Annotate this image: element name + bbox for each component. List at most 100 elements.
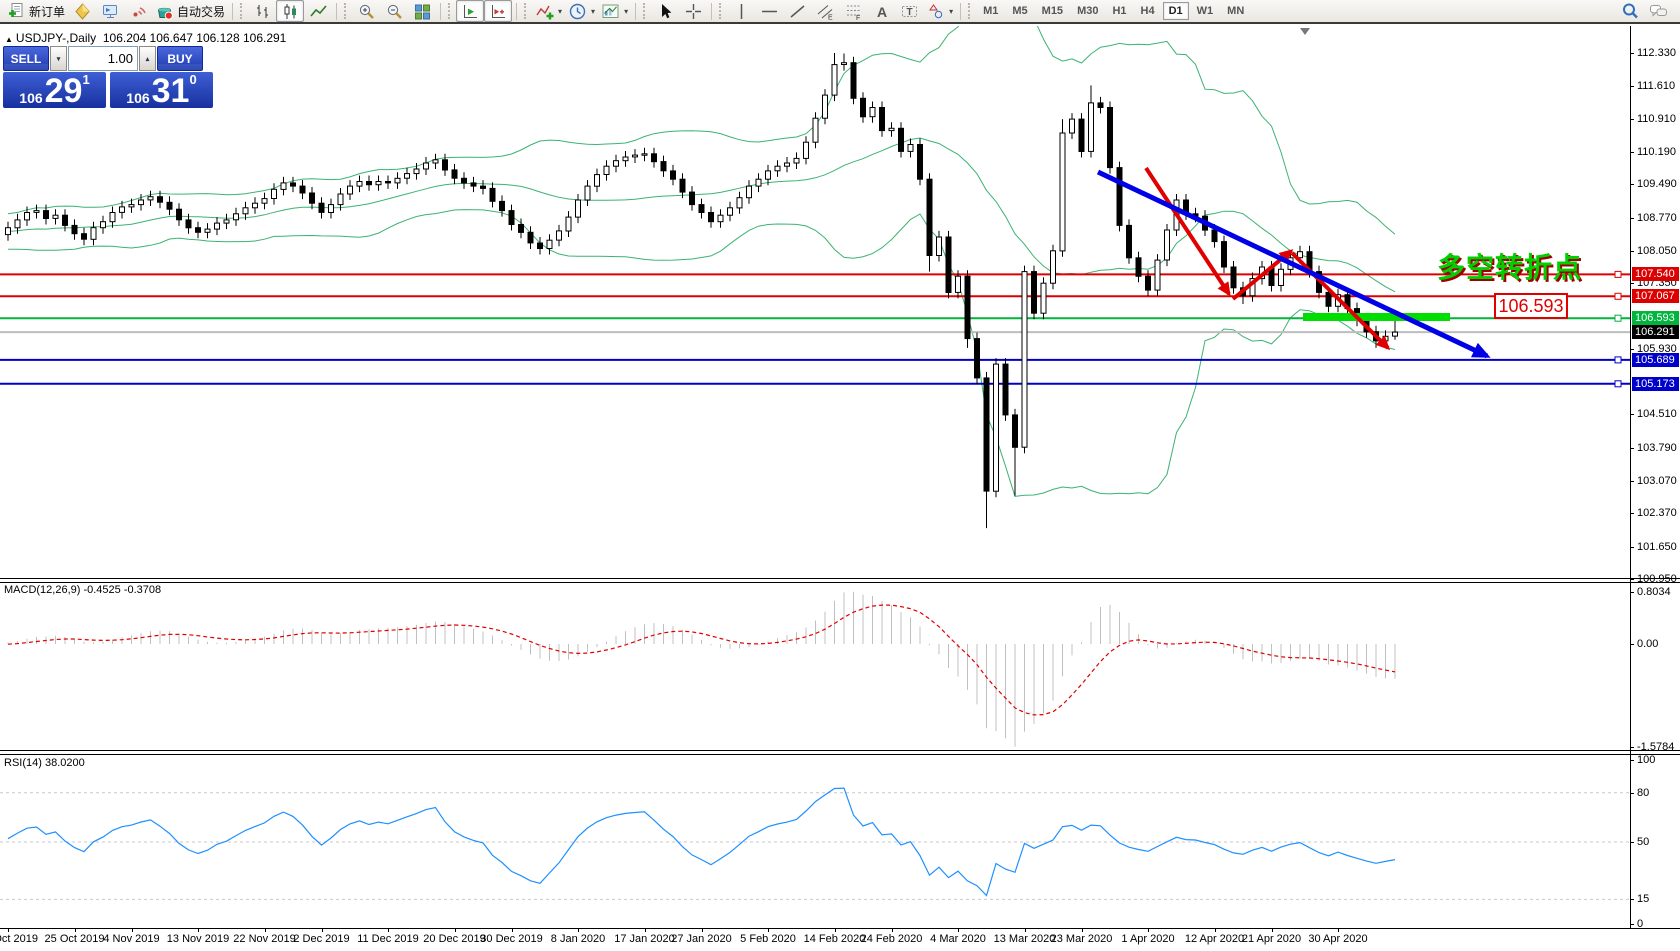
- symbol-period-label: USDJPY-,Daily: [15, 31, 97, 45]
- date-tick: [321, 929, 323, 932]
- chart-marker-icon: ▲: [5, 35, 13, 44]
- terminal-button[interactable]: [96, 0, 124, 22]
- fibonacci-button[interactable]: F: [839, 0, 867, 22]
- dropdown-caret-icon[interactable]: ▾: [558, 6, 563, 16]
- cursor-button[interactable]: [651, 0, 679, 22]
- buy-price-main: 31: [151, 72, 190, 110]
- date-label: 17 Jan 2020: [614, 933, 675, 945]
- signals-icon: [129, 2, 148, 21]
- sell-button[interactable]: SELL: [3, 46, 49, 71]
- toolbar-separator: [635, 2, 637, 20]
- search-button[interactable]: [1616, 0, 1644, 22]
- chat-button[interactable]: [1644, 0, 1672, 22]
- date-tick: [1214, 929, 1216, 932]
- periods-button[interactable]: ▾: [565, 0, 598, 22]
- volume-decrease-button[interactable]: ▾: [50, 46, 67, 71]
- crosshair-button[interactable]: [679, 0, 707, 22]
- sell-price-button[interactable]: 106 29 1: [3, 72, 106, 108]
- dropdown-caret-icon[interactable]: ▾: [591, 6, 596, 16]
- svg-text:A: A: [877, 4, 887, 20]
- channel-button[interactable]: E: [811, 0, 839, 22]
- one-click-trade-panel: SELL ▾ ▴ BUY 106 29 1 106 31 0: [3, 46, 213, 108]
- panel-separator[interactable]: [0, 578, 1680, 583]
- macd-panel[interactable]: [0, 583, 1630, 750]
- date-label: 2 Dec 2019: [293, 933, 350, 945]
- buy-price-button[interactable]: 106 31 0: [110, 72, 213, 108]
- text-icon: A: [872, 2, 891, 21]
- date-tick: [1338, 929, 1339, 932]
- buy-button[interactable]: BUY: [157, 46, 203, 71]
- rsi-line: [7, 787, 1396, 897]
- autotrading-button[interactable]: 自动交易: [152, 0, 228, 22]
- dropdown-caret-icon[interactable]: ▾: [949, 6, 954, 16]
- toolbar-separator: [960, 2, 962, 20]
- panel-separator[interactable]: [0, 750, 1680, 755]
- autotrading-button-label: 自动交易: [177, 4, 226, 19]
- tile-windows-button[interactable]: [408, 0, 436, 22]
- shapes-button[interactable]: ▾: [923, 0, 956, 22]
- hline-icon: [760, 2, 779, 21]
- price-tick-label: 112.330: [1637, 47, 1676, 59]
- zoom-out-icon: [385, 2, 404, 21]
- autotrading-icon: [155, 2, 174, 21]
- chart-shift-button[interactable]: [484, 0, 513, 22]
- toolbar-grip: [524, 3, 529, 19]
- timeframe-M5-button[interactable]: M5: [1012, 5, 1028, 17]
- date-tick: [768, 929, 769, 932]
- new-order-button-label: 新订单: [29, 4, 66, 19]
- zoom-in-button[interactable]: [352, 0, 380, 22]
- price-level-flag[interactable]: 106.593: [1494, 293, 1568, 319]
- auto-scroll-button[interactable]: [456, 0, 485, 22]
- templates-button[interactable]: ▾: [598, 0, 631, 22]
- timeframe-H4-button[interactable]: H4: [1140, 5, 1155, 17]
- sell-price-pip: 1: [82, 72, 90, 87]
- terminal-icon: [101, 2, 120, 21]
- date-tick: [958, 929, 959, 932]
- price-chart[interactable]: [0, 26, 1630, 578]
- timeframe-MN-button[interactable]: MN: [1227, 5, 1245, 17]
- rsi-axis-label: 15: [1637, 893, 1650, 905]
- price-tick-label: 101.650: [1637, 541, 1677, 553]
- toolbar-separator: [232, 2, 234, 20]
- date-label: 25 Oct 2019: [44, 933, 105, 945]
- timeframe-M1-button[interactable]: M1: [983, 5, 999, 17]
- indicators-button[interactable]: ▾: [532, 0, 565, 22]
- zoom-out-button[interactable]: [380, 0, 408, 22]
- toolbar-right-group: [1616, 0, 1672, 22]
- volume-input[interactable]: [68, 46, 138, 71]
- toolbar: 新订单 自动交易 ▾ ▾ ▾ E F A T ▾ M1 M5 M15 M30 H1 H4 D1 W1 MN: [0, 0, 1680, 24]
- timeframe-H1-button[interactable]: H1: [1112, 5, 1127, 17]
- metaeditor-button[interactable]: [68, 0, 96, 22]
- axis-tick: [1630, 119, 1634, 120]
- timeframe-M30-button[interactable]: M30: [1077, 5, 1099, 17]
- timeframe-W1-button[interactable]: W1: [1196, 5, 1214, 17]
- toolbar-grip: [448, 3, 453, 19]
- turning-point-annotation[interactable]: 多空转折点: [1437, 252, 1583, 283]
- toolbar-separator: [711, 2, 713, 20]
- date-tick: [891, 929, 893, 932]
- toolbar-grip: [240, 3, 245, 19]
- axis-tick: [1630, 579, 1634, 580]
- date-tick: [1024, 929, 1026, 932]
- svg-text:T: T: [906, 7, 912, 18]
- price-tag: 106.593: [1632, 311, 1679, 325]
- text-button[interactable]: A: [867, 0, 895, 22]
- hline-button[interactable]: [755, 0, 783, 22]
- candle-chart-button[interactable]: [276, 0, 305, 22]
- rsi-panel[interactable]: [0, 755, 1630, 928]
- dropdown-caret-icon[interactable]: ▾: [624, 6, 629, 16]
- line-chart-button[interactable]: [304, 0, 332, 22]
- date-label: 23 Mar 2020: [1050, 933, 1113, 945]
- label-button[interactable]: T: [895, 0, 923, 22]
- vline-button[interactable]: [727, 0, 755, 22]
- signals-button[interactable]: [124, 0, 152, 22]
- red-trend-arrow: [1144, 166, 1231, 297]
- trendline-button[interactable]: [783, 0, 811, 22]
- new-order-button[interactable]: 新订单: [4, 0, 68, 22]
- volume-increase-button[interactable]: ▴: [139, 46, 156, 71]
- axis-tick: [1630, 793, 1634, 794]
- bar-chart-button[interactable]: [248, 0, 276, 22]
- timeframe-D1-button[interactable]: D1: [1162, 2, 1189, 20]
- timeframe-M15-button[interactable]: M15: [1041, 5, 1064, 17]
- date-label: 22 Nov 2019: [233, 933, 296, 945]
